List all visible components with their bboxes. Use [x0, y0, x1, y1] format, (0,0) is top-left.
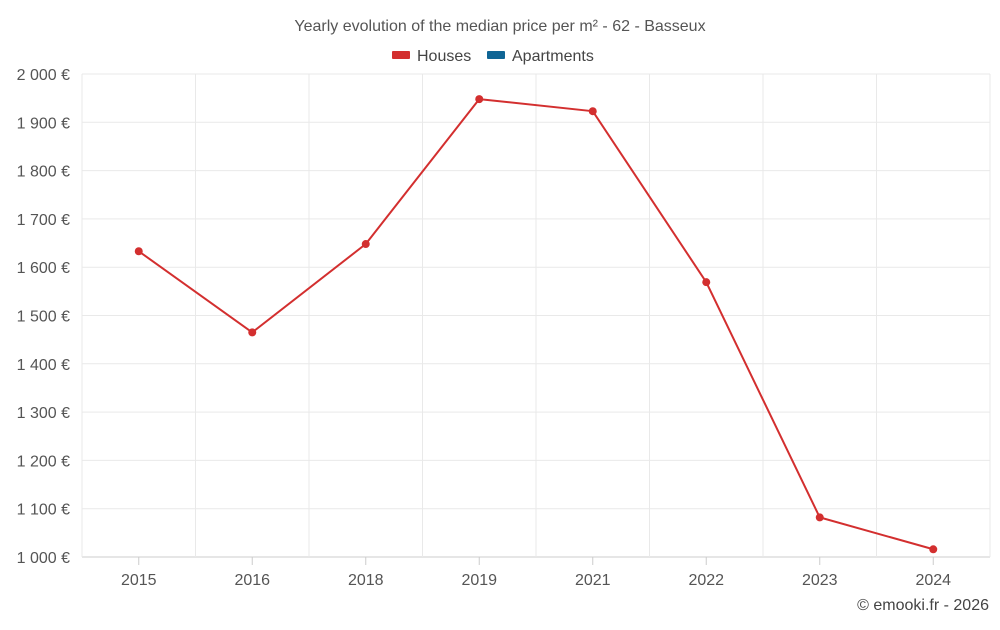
data-point-houses-2023[interactable] [815, 513, 824, 522]
y-tick-label: 1 900 € [17, 115, 70, 132]
x-tick-label: 2016 [234, 572, 270, 589]
legend: Houses Apartments [392, 48, 594, 65]
data-point-houses-2018[interactable] [361, 240, 370, 249]
chart-title: Yearly evolution of the median price per… [294, 18, 705, 35]
y-axis: 1 000 € 1 100 € 1 200 € 1 300 € 1 400 € 1 500… [17, 67, 70, 567]
y-tick-label: 1 300 € [17, 405, 70, 422]
x-tick-label: 2019 [461, 572, 497, 589]
y-tick-label: 1 600 € [17, 260, 70, 277]
grid [81, 73, 991, 558]
data-point-houses-2019[interactable] [475, 95, 484, 104]
x-tick-label: 2023 [802, 572, 838, 589]
x-axis: 2015 2016 2018 2019 2021 2022 2023 2024 [121, 557, 951, 589]
y-tick-label: 1 100 € [17, 502, 70, 519]
x-tick-label: 2015 [121, 572, 157, 589]
y-tick-label: 2 000 € [17, 67, 70, 84]
data-point-houses-2022[interactable] [702, 278, 711, 287]
series-line-houses [138, 98, 934, 551]
y-tick-label: 1 700 € [17, 212, 70, 229]
data-point-houses-2021[interactable] [588, 107, 597, 116]
x-tick-label: 2022 [688, 572, 724, 589]
data-point-houses-2015[interactable] [134, 247, 143, 256]
y-tick-label: 1 000 € [17, 550, 70, 567]
legend-apartments-label[interactable]: Apartments [512, 48, 594, 65]
y-tick-label: 1 500 € [17, 309, 70, 326]
legend-apartments-swatch [487, 51, 505, 59]
y-tick-label: 1 800 € [17, 164, 70, 181]
data-point-houses-2016[interactable] [248, 328, 257, 337]
legend-houses-label[interactable]: Houses [417, 48, 471, 65]
x-tick-label: 2018 [348, 572, 384, 589]
credit: © emooki.fr - 2026 [857, 597, 989, 614]
series [134, 95, 938, 554]
x-tick-label: 2024 [915, 572, 951, 589]
y-tick-label: 1 200 € [17, 453, 70, 470]
x-tick-label: 2021 [575, 572, 611, 589]
y-tick-label: 1 400 € [17, 357, 70, 374]
legend-houses-swatch [392, 51, 410, 59]
data-point-houses-2024[interactable] [929, 545, 938, 554]
